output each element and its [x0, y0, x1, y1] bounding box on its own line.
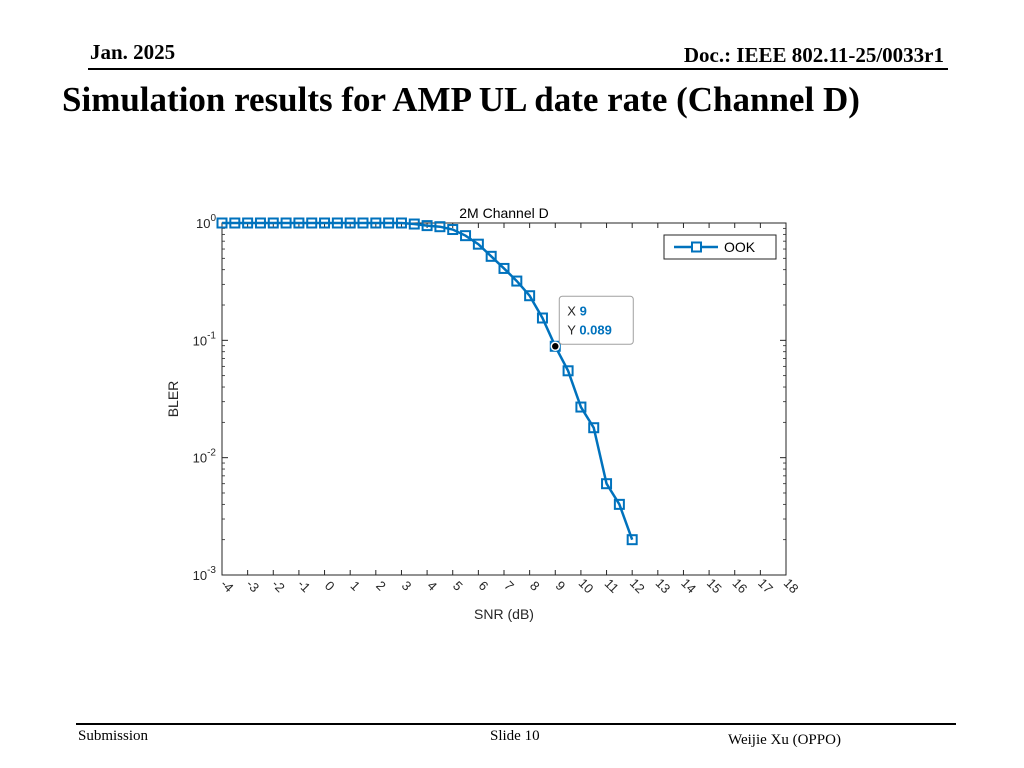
x-tick-label: 6: [476, 578, 492, 594]
data-point: [383, 217, 395, 229]
data-point: [524, 290, 536, 302]
x-tick-label: 15: [704, 575, 725, 596]
y-axis-label: BLER: [165, 381, 181, 418]
legend-marker: [691, 241, 702, 253]
data-point: [447, 224, 459, 236]
datatip-box: [558, 295, 634, 345]
x-tick-label: -2: [269, 576, 288, 595]
data-point: [434, 221, 446, 233]
x-tick-label: 11: [602, 576, 622, 596]
header-doc-number: Doc.: IEEE 802.11-25/0033r1: [683, 43, 944, 67]
x-tick-label: 5: [450, 578, 466, 594]
data-point: [267, 217, 279, 229]
x-tick-label: 18: [781, 575, 802, 596]
y-tick-label: 10-1: [193, 330, 217, 348]
x-tick-label: 10: [576, 575, 597, 596]
data-point: [460, 230, 472, 242]
x-tick-label: 9: [553, 578, 569, 594]
data-point: [319, 217, 331, 229]
x-tick-label: -3: [243, 576, 262, 595]
data-point: [626, 534, 638, 546]
footer-author: Weijie Xu (OPPO): [728, 732, 841, 748]
data-point: [280, 217, 292, 229]
y-tick-label: 10-3: [193, 565, 217, 583]
legend: OOK: [663, 234, 777, 260]
legend-label-ook: OOK: [724, 239, 756, 255]
datatip-x: X 9: [567, 303, 587, 318]
y-tick-label: 100: [196, 213, 216, 231]
x-tick-label: 14: [678, 575, 699, 596]
data-point: [306, 217, 318, 229]
data-point: [421, 220, 433, 232]
datatip-marker: [550, 341, 561, 352]
plot-area: [221, 222, 787, 576]
data-point: [613, 498, 625, 510]
chart-title: 2M Channel D: [459, 205, 549, 221]
header-date: Jan. 2025: [90, 40, 176, 64]
data-point: [370, 217, 382, 229]
x-tick-label: -4: [218, 576, 237, 595]
data-point: [562, 365, 574, 377]
data-point: [254, 217, 266, 229]
footer-rule: [76, 723, 956, 725]
x-tick-label: 7: [501, 578, 517, 594]
x-tick-label: 1: [348, 578, 364, 594]
datatip-y: Y 0.089: [567, 322, 612, 337]
footer-slide-number: Slide 10: [490, 728, 540, 744]
data-point: [408, 218, 420, 230]
x-tick-label: 13: [653, 575, 674, 596]
x-tick-label: 2: [373, 578, 389, 594]
x-tick-label: 3: [399, 578, 415, 594]
data-point: [357, 217, 369, 229]
data-point: [331, 217, 343, 229]
data-point: [229, 217, 241, 229]
data-point: [588, 422, 600, 434]
data-point: [293, 217, 305, 229]
data-point: [472, 238, 484, 250]
data-point: [575, 401, 587, 413]
x-axis-label: SNR (dB): [474, 606, 534, 622]
x-tick-label: -1: [295, 576, 314, 595]
x-tick-label: 0: [322, 578, 338, 594]
data-point: [242, 217, 254, 229]
slide-title: Simulation results for AMP UL date rate …: [62, 80, 860, 119]
x-tick-label: 17: [755, 575, 776, 596]
x-tick-label: 12: [627, 575, 648, 596]
data-point: [536, 312, 548, 324]
data-point: [511, 275, 523, 287]
data-point: [485, 250, 497, 262]
data-point: [395, 217, 407, 229]
data-point: [498, 262, 510, 274]
footer-submission: Submission: [78, 728, 149, 744]
y-tick-label: 10-2: [193, 448, 217, 466]
data-point: [344, 217, 356, 229]
data-point: [601, 478, 613, 490]
header-rule: [88, 68, 948, 70]
x-tick-label: 16: [729, 575, 750, 596]
x-tick-label: 8: [527, 578, 543, 594]
data-point: [216, 217, 228, 229]
x-tick-label: 4: [424, 578, 440, 594]
